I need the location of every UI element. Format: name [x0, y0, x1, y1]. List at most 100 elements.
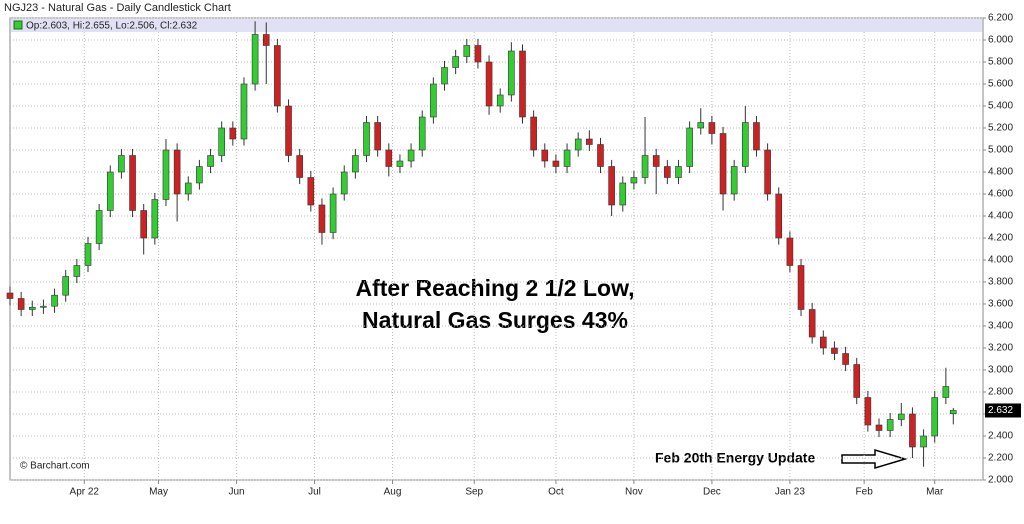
- candle-body: [430, 83, 437, 118]
- y-tick-label: 3.000: [988, 365, 1013, 376]
- candle-body: [886, 419, 894, 431]
- candle-body: [162, 149, 170, 200]
- candle-body: [820, 336, 827, 349]
- credit: © Barchart.com: [20, 461, 90, 472]
- y-tick-label: 2.200: [988, 453, 1013, 464]
- candle-body: [641, 155, 649, 178]
- candle-body: [129, 155, 136, 211]
- candle-body: [897, 413, 905, 420]
- candle-body: [920, 435, 927, 448]
- candle-body: [385, 149, 393, 167]
- candle-body: [329, 193, 337, 233]
- y-tick-label: 4.200: [988, 233, 1013, 244]
- candle-body: [808, 309, 816, 338]
- candle-body: [853, 364, 861, 398]
- x-tick-label: Apr 22: [70, 487, 100, 498]
- candle-body: [686, 127, 693, 167]
- y-tick-label: 5.200: [988, 123, 1013, 134]
- y-tick-label: 3.800: [988, 277, 1013, 288]
- candle-body: [285, 105, 292, 156]
- candle-body: [619, 182, 627, 206]
- candle-body: [842, 353, 849, 365]
- candle-body: [340, 171, 348, 195]
- y-tick-label: 2.000: [988, 475, 1013, 486]
- candle-body: [229, 127, 237, 140]
- candle-body: [485, 61, 493, 107]
- y-tick-label: 4.400: [988, 211, 1013, 222]
- annotation: Natural Gas Surges 43%: [362, 307, 628, 333]
- candle-body: [519, 50, 526, 118]
- candle-body: [597, 144, 604, 167]
- candle-body: [942, 386, 950, 398]
- candle-body: [608, 166, 615, 206]
- candle-body: [307, 177, 315, 206]
- candle-body: [708, 122, 716, 134]
- candle-body: [374, 122, 381, 151]
- candle-body: [775, 193, 783, 239]
- annotation: After Reaching 2 1/2 Low,: [355, 275, 634, 301]
- candle-body: [530, 116, 537, 151]
- candle-body: [106, 171, 114, 211]
- x-tick-label: Sep: [465, 487, 483, 498]
- candle-body: [508, 50, 515, 96]
- y-tick-label: 5.400: [988, 101, 1013, 112]
- legend-swatch: [13, 20, 23, 30]
- candle-body: [118, 155, 125, 173]
- candle-body: [630, 177, 638, 184]
- x-tick-label: May: [149, 487, 168, 498]
- candle-body: [95, 210, 103, 244]
- candle-body: [73, 265, 81, 277]
- candle-body: [363, 122, 370, 156]
- y-tick-label: 5.800: [988, 57, 1013, 68]
- y-tick-label: 4.800: [988, 167, 1013, 178]
- x-tick-label: Oct: [548, 487, 564, 498]
- candle-body: [396, 160, 404, 167]
- candle-body: [463, 45, 471, 57]
- candle-body: [407, 149, 415, 162]
- y-tick-label: 6.200: [988, 13, 1013, 24]
- candle-body: [173, 149, 181, 195]
- x-tick-label: Jul: [308, 487, 321, 498]
- candle-body: [474, 45, 482, 63]
- candle-body: [17, 298, 25, 310]
- candle-body: [196, 166, 203, 184]
- annotation: Feb 20th Energy Update: [655, 450, 815, 466]
- candle-body: [909, 413, 916, 448]
- candle-body: [84, 243, 92, 266]
- candle-body: [452, 56, 459, 68]
- last-price-box: [985, 403, 1021, 418]
- y-tick-label: 5.600: [988, 79, 1013, 90]
- candle-body: [949, 410, 957, 414]
- x-tick-label: Mar: [926, 487, 944, 498]
- y-tick-label: 4.000: [988, 255, 1013, 266]
- candle-body: [151, 199, 159, 239]
- x-tick-label: Nov: [625, 487, 643, 498]
- candle-body: [586, 138, 593, 145]
- candle-body: [207, 155, 214, 167]
- candle-body: [441, 67, 448, 85]
- y-tick-label: 4.600: [988, 189, 1013, 200]
- y-tick-label: 3.200: [988, 343, 1013, 354]
- x-tick-label: Dec: [703, 487, 721, 498]
- candle-body: [318, 204, 326, 233]
- x-tick-label: Aug: [384, 487, 402, 498]
- candle-body: [742, 122, 749, 167]
- arrow: [841, 448, 908, 470]
- candle-body: [352, 155, 359, 173]
- candle-body: [140, 210, 147, 239]
- x-tick-label: Jun: [228, 487, 244, 498]
- candle-body: [563, 149, 571, 167]
- candle-body: [40, 305, 47, 308]
- candle-body: [418, 116, 426, 151]
- y-tick-label: 2.400: [988, 431, 1013, 442]
- last-price-label: 2.632: [988, 405, 1013, 416]
- candle-body: [262, 34, 270, 46]
- candle-body: [730, 166, 738, 195]
- candle-body: [184, 182, 192, 195]
- candle-body: [574, 138, 582, 151]
- candle-body: [51, 294, 58, 307]
- candle-body: [831, 347, 838, 354]
- candle-body: [697, 122, 705, 129]
- chart-title: NGJ23 - Natural Gas - Daily Candlestick …: [4, 2, 231, 14]
